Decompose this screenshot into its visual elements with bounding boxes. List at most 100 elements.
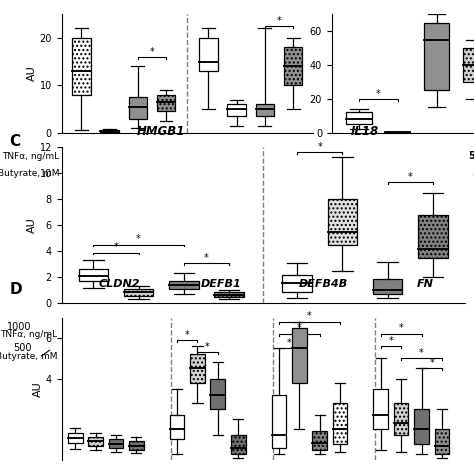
Text: *: * <box>277 16 282 26</box>
Text: 50: 50 <box>426 329 439 340</box>
Text: 5: 5 <box>163 168 169 178</box>
Text: 5: 5 <box>472 168 474 178</box>
Bar <box>128 97 147 118</box>
Text: 0: 0 <box>135 168 141 178</box>
Bar <box>414 409 429 444</box>
Text: *: * <box>205 342 210 352</box>
Bar <box>312 431 327 450</box>
Bar <box>88 438 103 446</box>
Text: 50: 50 <box>430 151 443 162</box>
Bar <box>199 38 218 71</box>
Text: 0: 0 <box>205 168 212 178</box>
Text: *: * <box>376 89 381 99</box>
Text: 0: 0 <box>205 151 212 162</box>
Bar <box>190 354 205 383</box>
Bar <box>72 38 91 95</box>
Bar <box>346 112 372 124</box>
Text: 50: 50 <box>177 329 191 340</box>
Text: 0: 0 <box>356 151 362 162</box>
Text: IL18: IL18 <box>351 125 379 137</box>
Bar <box>231 436 246 454</box>
Text: 50: 50 <box>381 329 394 340</box>
Bar <box>210 379 225 409</box>
Text: 50: 50 <box>159 151 173 162</box>
Bar <box>124 289 153 296</box>
Text: CLDN2: CLDN2 <box>99 279 140 289</box>
Y-axis label: AU: AU <box>27 65 37 82</box>
Text: 5: 5 <box>339 352 346 362</box>
Text: *: * <box>185 329 190 339</box>
Text: 5: 5 <box>394 168 401 178</box>
Bar <box>109 439 123 447</box>
Text: 0: 0 <box>356 168 362 178</box>
Bar <box>418 215 447 258</box>
Text: 50: 50 <box>222 329 236 340</box>
Text: DEFB4B: DEFB4B <box>299 279 347 289</box>
Bar <box>333 403 347 444</box>
Text: C: C <box>9 135 20 149</box>
Bar <box>228 104 246 116</box>
Text: *: * <box>419 348 424 358</box>
Text: 50: 50 <box>468 151 474 162</box>
Text: 500: 500 <box>13 343 31 353</box>
Text: *: * <box>307 311 312 321</box>
Text: HMGB1: HMGB1 <box>137 125 185 137</box>
Text: D: D <box>9 282 22 297</box>
Bar <box>68 433 82 443</box>
Text: 0: 0 <box>106 151 113 162</box>
Text: *: * <box>136 235 141 245</box>
Bar <box>292 328 307 383</box>
Text: 5: 5 <box>135 352 142 362</box>
Bar <box>284 47 302 85</box>
Bar <box>170 415 184 439</box>
Text: 0: 0 <box>181 352 187 362</box>
Bar <box>424 23 449 91</box>
Bar <box>79 269 108 281</box>
Text: TNFα, ng/mL: TNFα, ng/mL <box>0 330 58 339</box>
Text: 50: 50 <box>286 151 300 162</box>
Y-axis label: AU: AU <box>27 217 37 233</box>
Bar <box>435 429 449 454</box>
Text: 5: 5 <box>290 168 296 178</box>
Text: Butyrate, mM: Butyrate, mM <box>0 169 59 177</box>
Text: *: * <box>399 323 403 333</box>
Bar <box>129 441 144 450</box>
Text: DEFB1: DEFB1 <box>201 279 242 289</box>
Bar <box>373 279 402 294</box>
Text: 0: 0 <box>135 329 142 340</box>
Text: *: * <box>297 323 301 333</box>
Text: *: * <box>287 337 292 347</box>
Text: *: * <box>204 253 209 263</box>
Bar <box>157 95 175 111</box>
Text: 0: 0 <box>394 151 401 162</box>
Text: *: * <box>150 47 155 57</box>
Bar <box>272 395 286 447</box>
Text: 0: 0 <box>78 151 85 162</box>
Text: 5: 5 <box>429 352 436 362</box>
Text: 0: 0 <box>262 168 268 178</box>
Text: 50: 50 <box>258 151 272 162</box>
Bar <box>283 275 312 292</box>
Bar <box>394 403 409 436</box>
Text: 0: 0 <box>339 329 346 340</box>
Text: *: * <box>317 142 322 152</box>
Text: 0: 0 <box>294 352 301 362</box>
Bar <box>374 389 388 429</box>
Text: 0: 0 <box>90 352 97 362</box>
Bar <box>100 130 119 132</box>
Bar <box>214 292 244 298</box>
Text: 0: 0 <box>384 352 391 362</box>
Bar <box>463 48 474 82</box>
Text: TNFα, ng/mL: TNFα, ng/mL <box>2 152 59 161</box>
Text: 1000: 1000 <box>7 322 31 332</box>
Text: 0: 0 <box>90 329 97 340</box>
Text: 0: 0 <box>433 168 440 178</box>
Bar <box>169 281 199 289</box>
Text: *: * <box>114 242 118 252</box>
Text: *: * <box>408 172 412 182</box>
Bar <box>255 104 274 116</box>
Text: 50: 50 <box>131 151 145 162</box>
Text: 5: 5 <box>106 168 113 178</box>
Text: Butyrate, mM: Butyrate, mM <box>0 352 58 361</box>
Text: *: * <box>429 358 434 368</box>
